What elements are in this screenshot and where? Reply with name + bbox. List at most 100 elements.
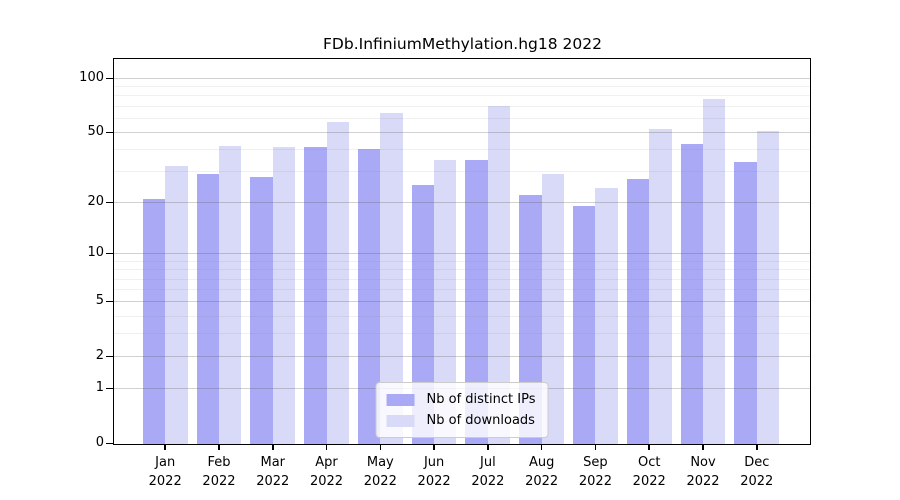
y-tick-label-20: 20 (87, 194, 104, 210)
x-label-month: Apr (315, 455, 338, 470)
gridline-minor-7 (114, 278, 810, 280)
legend-swatch-downloads (386, 414, 415, 427)
gridline-major-5 (114, 301, 810, 303)
y-tick-mark-100 (106, 77, 114, 79)
x-tick-label-may-2022: May 2022 (335, 453, 425, 491)
x-tick-mark-feb (218, 444, 220, 450)
bar-nb-of-downloads-aug-2022 (541, 174, 565, 444)
x-tick-label-aug-2022: Aug 2022 (497, 453, 587, 491)
x-label-year: 2022 (363, 474, 397, 489)
x-label-year: 2022 (740, 474, 774, 489)
legend-swatch-distinct-ips (386, 393, 415, 406)
x-label-year: 2022 (417, 474, 451, 489)
gridline-major-100 (114, 78, 810, 79)
x-label-year: 2022 (256, 474, 290, 489)
y-tick-mark-2 (106, 355, 114, 358)
x-tick-label-oct-2022: Oct 2022 (604, 453, 694, 491)
x-tick-label-jan-2022: Jan 2022 (120, 453, 210, 491)
bar-nb-of-downloads-jul-2022 (487, 105, 511, 444)
x-tick-label-mar-2022: Mar 2022 (228, 453, 318, 491)
legend: Nb of distinct IPs Nb of downloads (375, 382, 549, 438)
bar-nb-of-downloads-jun-2022 (434, 159, 457, 444)
gridline-minor-90 (114, 86, 810, 88)
y-tick-label-50: 50 (87, 124, 104, 140)
x-label-year: 2022 (471, 474, 505, 489)
x-tick-mark-apr (325, 444, 328, 450)
y-tick-mark-5 (106, 300, 114, 303)
bar-nb-of-distinct-ips-oct-2022 (626, 179, 650, 444)
y-tick-mark-10 (106, 252, 114, 255)
y-tick-mark-0 (106, 442, 114, 444)
bar-nb-of-distinct-ips-jun-2022 (411, 185, 435, 444)
bar-nb-of-distinct-ips-sep-2022 (573, 206, 596, 444)
x-label-month: Dec (744, 455, 770, 470)
x-label-month: Nov (690, 455, 716, 470)
bar-nb-of-distinct-ips-jan-2022 (142, 198, 166, 444)
bar-nb-of-downloads-sep-2022 (595, 188, 618, 444)
legend-item-downloads: Nb of downloads (386, 410, 536, 431)
y-tick-mark-50 (106, 131, 114, 134)
x-label-month: Feb (207, 455, 231, 470)
bar-nb-of-distinct-ips-aug-2022 (519, 195, 542, 444)
bar-nb-of-downloads-jan-2022 (165, 166, 188, 444)
x-label-month: Jan (155, 455, 176, 470)
x-tick-label-jul-2022: Jul 2022 (443, 453, 533, 491)
x-label-month: Jun (423, 455, 445, 470)
x-tick-label-nov-2022: Nov 2022 (658, 453, 748, 491)
x-label-year: 2022 (309, 474, 344, 489)
x-tick-label-sep-2022: Sep 2022 (550, 453, 640, 491)
x-label-year: 2022 (578, 474, 612, 489)
bar-nb-of-downloads-nov-2022 (703, 99, 726, 444)
y-tick-label-5: 5 (95, 293, 104, 309)
x-tick-mark-oct (648, 444, 650, 450)
x-label-year: 2022 (148, 474, 182, 489)
x-tick-label-feb-2022: Feb 2022 (174, 453, 264, 491)
y-tick-label-100: 100 (79, 70, 104, 85)
x-label-year: 2022 (686, 474, 720, 489)
gridline-minor-4 (114, 315, 810, 317)
legend-item-distinct-ips: Nb of distinct IPs (386, 389, 536, 410)
y-tick-label-0: 0 (95, 435, 104, 450)
x-label-year: 2022 (632, 474, 666, 489)
legend-label-distinct-ips: Nb of distinct IPs (426, 392, 536, 407)
x-label-year: 2022 (202, 474, 236, 489)
x-label-month: Aug (528, 455, 555, 470)
x-tick-label-dec-2022: Dec 2022 (712, 453, 802, 491)
x-tick-mark-mar (272, 444, 274, 450)
y-tick-label-2: 2 (95, 348, 104, 364)
bar-nb-of-distinct-ips-apr-2022 (304, 147, 327, 444)
x-tick-mark-dec (756, 444, 758, 450)
x-label-month: Oct (637, 455, 661, 470)
gridline-major-10 (114, 253, 810, 255)
x-tick-label-jun-2022: Jun 2022 (389, 453, 479, 491)
gridline-minor-70 (114, 105, 810, 107)
bar-nb-of-downloads-may-2022 (380, 112, 403, 444)
y-tick-mark-20 (106, 201, 114, 204)
bar-nb-of-downloads-feb-2022 (218, 145, 242, 444)
gridline-major-20 (114, 202, 810, 204)
x-tick-mark-nov (702, 444, 704, 450)
bar-nb-of-downloads-apr-2022 (326, 121, 349, 444)
x-tick-mark-may (379, 444, 382, 450)
gridline-minor-60 (114, 117, 810, 119)
x-label-month: Jul (480, 455, 496, 470)
bar-nb-of-distinct-ips-dec-2022 (734, 161, 757, 444)
x-tick-mark-jun (433, 444, 435, 450)
bar-nb-of-distinct-ips-feb-2022 (196, 174, 219, 444)
bar-nb-of-distinct-ips-may-2022 (357, 149, 381, 444)
x-tick-mark-jan (164, 444, 166, 450)
chart-title: FDb.InfiniumMethylation.hg18 2022 (323, 35, 602, 53)
x-tick-mark-jul (487, 444, 489, 450)
gridline-minor-6 (114, 289, 810, 291)
y-tick-mark-1 (106, 387, 114, 390)
plot-area: Nb of distinct IPs Nb of downloads 0 1 2 5 1… (79, 58, 811, 489)
gridline-minor-80 (114, 95, 810, 97)
gridline-minor-3 (114, 333, 810, 335)
gridline-major-2 (114, 356, 810, 358)
x-label-month: Mar (260, 455, 286, 470)
gridline-major-50 (114, 132, 810, 134)
x-tick-label-apr-2022: Apr 2022 (282, 453, 372, 491)
x-label-month: Sep (583, 455, 608, 470)
gridline-minor-9 (114, 260, 810, 262)
